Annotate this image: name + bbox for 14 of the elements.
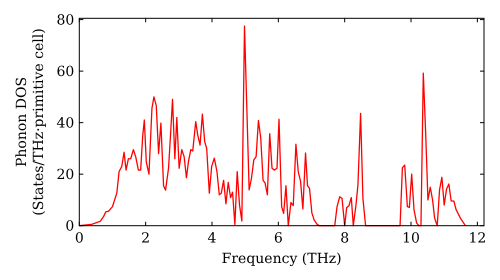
x-tick-label: 6 bbox=[274, 230, 283, 247]
y-tick-label: 40 bbox=[56, 116, 74, 132]
line-series bbox=[78, 25, 466, 226]
y-tick-label: 20 bbox=[56, 167, 74, 184]
y-tick-label: 60 bbox=[56, 64, 74, 80]
x-tick-label: 12 bbox=[468, 230, 486, 247]
y-axis-title: Phonon DOS (States/THz·primitive cell) bbox=[14, 28, 47, 216]
x-tick-label: 2 bbox=[141, 230, 150, 247]
x-tick-label: 8 bbox=[340, 230, 350, 247]
x-tick-label: 4 bbox=[208, 230, 217, 247]
y-tick-label: 0 bbox=[65, 218, 74, 235]
x-axis-title: Frequency (THz) bbox=[222, 251, 342, 267]
x-tick-label: 10 bbox=[402, 230, 420, 247]
y-tick-label: 80 bbox=[56, 12, 74, 29]
